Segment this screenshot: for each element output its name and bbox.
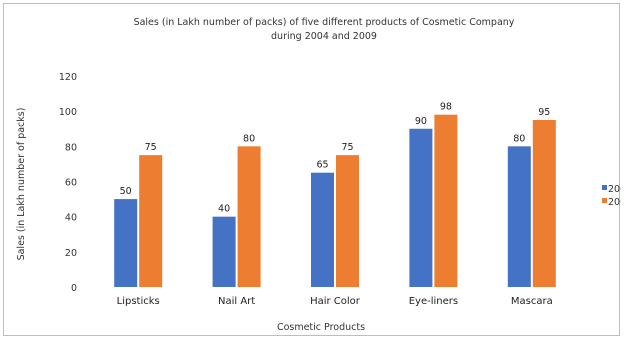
data-label: 65 xyxy=(316,160,328,171)
bar-2004 xyxy=(114,199,138,287)
category-label: Hair Color xyxy=(310,296,361,307)
y-tick-label: 0 xyxy=(71,283,77,294)
data-label: 80 xyxy=(513,133,525,144)
bar-2009 xyxy=(336,155,359,287)
y-tick-label: 100 xyxy=(59,107,77,118)
category-label: Eye-liners xyxy=(409,296,458,307)
chart-subtitle: during 2004 and 2009 xyxy=(271,31,377,42)
bar-2004 xyxy=(507,146,531,287)
chart-title: Sales (in Lakh number of packs) of five … xyxy=(134,17,515,28)
y-tick-label: 20 xyxy=(65,248,77,259)
bar-2009 xyxy=(237,146,261,287)
y-axis-label: Sales (in Lakh number of packs) xyxy=(16,108,27,261)
category-label: Lipsticks xyxy=(117,296,160,307)
y-axis-ticks: 0 20 40 60 80 100 120 xyxy=(59,72,77,294)
data-label: 75 xyxy=(145,142,157,153)
data-label: 95 xyxy=(538,107,550,118)
data-label: 90 xyxy=(415,116,427,127)
data-label: 50 xyxy=(120,186,132,197)
y-tick-label: 40 xyxy=(65,213,77,224)
category-label: Nail Art xyxy=(218,296,255,307)
bar-2009 xyxy=(532,119,556,287)
chart-frame: Sales (in Lakh number of packs) of five … xyxy=(3,3,621,336)
bar-2009 xyxy=(434,114,458,287)
y-tick-label: 60 xyxy=(65,178,77,189)
bar-2009 xyxy=(139,155,163,287)
y-tick-label: 120 xyxy=(59,72,77,83)
bars-group: 50 75 40 80 65 75 90 98 80 95 xyxy=(114,102,556,287)
category-labels: Lipsticks Nail Art Hair Color Eye-liners Mas… xyxy=(117,296,553,307)
legend-label: 2004 xyxy=(608,184,621,195)
legend-swatch-2004 xyxy=(602,185,607,190)
data-label: 80 xyxy=(243,133,255,144)
bar-2004 xyxy=(409,128,433,287)
category-label: Mascara xyxy=(511,296,553,307)
data-label: 75 xyxy=(341,142,353,153)
data-label: 98 xyxy=(440,102,452,113)
y-tick-label: 80 xyxy=(65,142,77,153)
x-axis-label: Cosmetic Products xyxy=(277,322,365,333)
legend-label: 2009 xyxy=(608,197,621,208)
bar-2004 xyxy=(311,172,334,287)
legend-swatch-2009 xyxy=(602,198,607,203)
legend: 2004 2009 xyxy=(602,184,621,208)
bar-chart: Sales (in Lakh number of packs) of five … xyxy=(16,17,621,333)
data-label: 40 xyxy=(218,204,230,215)
bar-2004 xyxy=(212,216,236,287)
